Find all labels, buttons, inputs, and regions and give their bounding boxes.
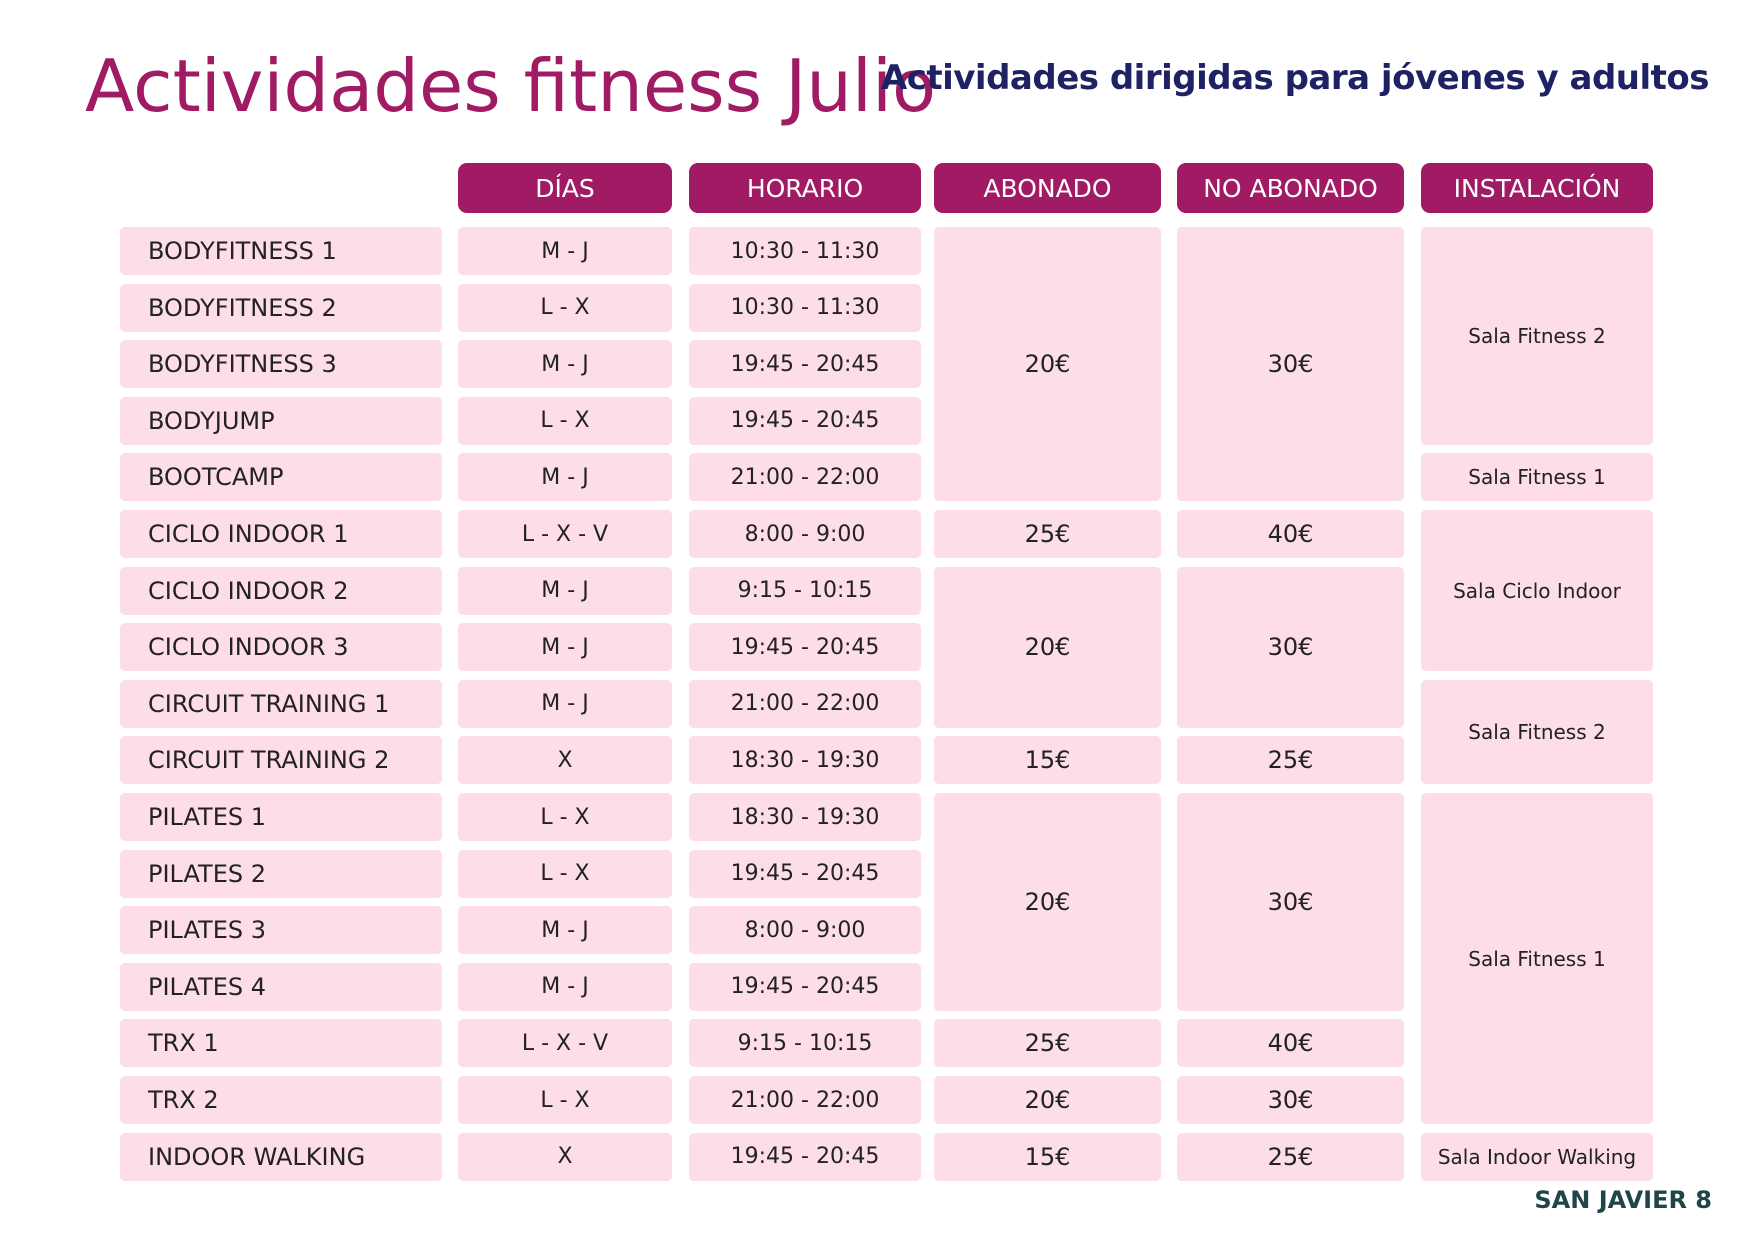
activity-days: M - J bbox=[458, 906, 672, 955]
activity-name: BODYFITNESS 1 bbox=[120, 227, 442, 275]
activity-name: CIRCUIT TRAINING 2 bbox=[120, 736, 442, 785]
activity-schedule: 21:00 - 22:00 bbox=[689, 1076, 921, 1124]
activity-schedule: 19:45 - 20:45 bbox=[689, 340, 921, 389]
activity-days: M - J bbox=[458, 623, 672, 672]
activity-schedule: 9:15 - 10:15 bbox=[689, 566, 921, 615]
footer-page-label: SAN JAVIER 8 bbox=[1534, 1186, 1712, 1214]
location-cell: Sala Fitness 2 bbox=[1421, 227, 1653, 445]
activity-days: M - J bbox=[458, 679, 672, 728]
location-cell: Sala Fitness 2 bbox=[1421, 679, 1653, 785]
activity-days: M - J bbox=[458, 227, 672, 275]
activity-days: X bbox=[458, 1132, 672, 1181]
price-abonado: 20€ bbox=[934, 1076, 1161, 1124]
activity-name: BODYFITNESS 3 bbox=[120, 340, 442, 389]
activity-days: X bbox=[458, 736, 672, 785]
activity-schedule: 19:45 - 20:45 bbox=[689, 962, 921, 1011]
header-horario: HORARIO bbox=[689, 163, 921, 213]
price-abonado: 25€ bbox=[934, 510, 1161, 558]
location-cell: Sala Fitness 1 bbox=[1421, 793, 1653, 1124]
price-abonado: 20€ bbox=[934, 227, 1161, 502]
activity-schedule: 21:00 - 22:00 bbox=[689, 679, 921, 728]
activity-days: M - J bbox=[458, 566, 672, 615]
activity-name: BODYJUMP bbox=[120, 396, 442, 445]
activity-days: L - X bbox=[458, 849, 672, 898]
activity-name: TRX 2 bbox=[120, 1076, 442, 1124]
price-no-abonado: 40€ bbox=[1177, 510, 1404, 558]
activity-name: PILATES 3 bbox=[120, 906, 442, 955]
activity-days: M - J bbox=[458, 453, 672, 502]
activity-schedule: 18:30 - 19:30 bbox=[689, 793, 921, 841]
activity-name: BODYFITNESS 2 bbox=[120, 283, 442, 332]
activity-days: M - J bbox=[458, 340, 672, 389]
header-no-abonado: NO ABONADO bbox=[1177, 163, 1404, 213]
page-title: Actividades fitness Julio bbox=[85, 44, 936, 128]
activity-days: L - X bbox=[458, 793, 672, 841]
activity-name: INDOOR WALKING bbox=[120, 1132, 442, 1181]
price-no-abonado: 30€ bbox=[1177, 566, 1404, 728]
activity-name: BOOTCAMP bbox=[120, 453, 442, 502]
activity-schedule: 9:15 - 10:15 bbox=[689, 1019, 921, 1068]
price-no-abonado: 30€ bbox=[1177, 227, 1404, 502]
activity-schedule: 10:30 - 11:30 bbox=[689, 283, 921, 332]
activity-schedule: 8:00 - 9:00 bbox=[689, 510, 921, 558]
price-abonado: 15€ bbox=[934, 1132, 1161, 1181]
header-instalacion: INSTALACIÓN bbox=[1421, 163, 1653, 213]
activity-schedule: 19:45 - 20:45 bbox=[689, 623, 921, 672]
header-dias: DÍAS bbox=[458, 163, 672, 213]
price-abonado: 20€ bbox=[934, 793, 1161, 1011]
activity-schedule: 19:45 - 20:45 bbox=[689, 849, 921, 898]
activity-schedule: 19:45 - 20:45 bbox=[689, 396, 921, 445]
price-no-abonado: 40€ bbox=[1177, 1019, 1404, 1068]
location-cell: Sala Indoor Walking bbox=[1421, 1132, 1653, 1181]
location-cell: Sala Ciclo Indoor bbox=[1421, 510, 1653, 672]
header-abonado: ABONADO bbox=[934, 163, 1161, 213]
activity-name: CIRCUIT TRAINING 1 bbox=[120, 679, 442, 728]
price-abonado: 20€ bbox=[934, 566, 1161, 728]
price-abonado: 15€ bbox=[934, 736, 1161, 785]
activity-name: CICLO INDOOR 2 bbox=[120, 566, 442, 615]
activity-name: TRX 1 bbox=[120, 1019, 442, 1068]
price-no-abonado: 30€ bbox=[1177, 1076, 1404, 1124]
location-cell: Sala Fitness 1 bbox=[1421, 453, 1653, 502]
price-no-abonado: 25€ bbox=[1177, 736, 1404, 785]
activity-schedule: 19:45 - 20:45 bbox=[689, 1132, 921, 1181]
activity-name: CICLO INDOOR 1 bbox=[120, 510, 442, 558]
activity-schedule: 21:00 - 22:00 bbox=[689, 453, 921, 502]
price-no-abonado: 25€ bbox=[1177, 1132, 1404, 1181]
activity-name: PILATES 4 bbox=[120, 962, 442, 1011]
activity-schedule: 8:00 - 9:00 bbox=[689, 906, 921, 955]
page-subtitle: Actividades dirigidas para jóvenes y adu… bbox=[880, 58, 1710, 98]
activity-days: L - X bbox=[458, 283, 672, 332]
activity-days: L - X bbox=[458, 396, 672, 445]
price-abonado: 25€ bbox=[934, 1019, 1161, 1068]
activity-days: L - X - V bbox=[458, 1019, 672, 1068]
activity-name: PILATES 1 bbox=[120, 793, 442, 841]
price-no-abonado: 30€ bbox=[1177, 793, 1404, 1011]
activity-name: CICLO INDOOR 3 bbox=[120, 623, 442, 672]
activity-days: L - X - V bbox=[458, 510, 672, 558]
activity-name: PILATES 2 bbox=[120, 849, 442, 898]
activity-schedule: 18:30 - 19:30 bbox=[689, 736, 921, 785]
activity-days: L - X bbox=[458, 1076, 672, 1124]
activity-schedule: 10:30 - 11:30 bbox=[689, 227, 921, 275]
activity-days: M - J bbox=[458, 962, 672, 1011]
